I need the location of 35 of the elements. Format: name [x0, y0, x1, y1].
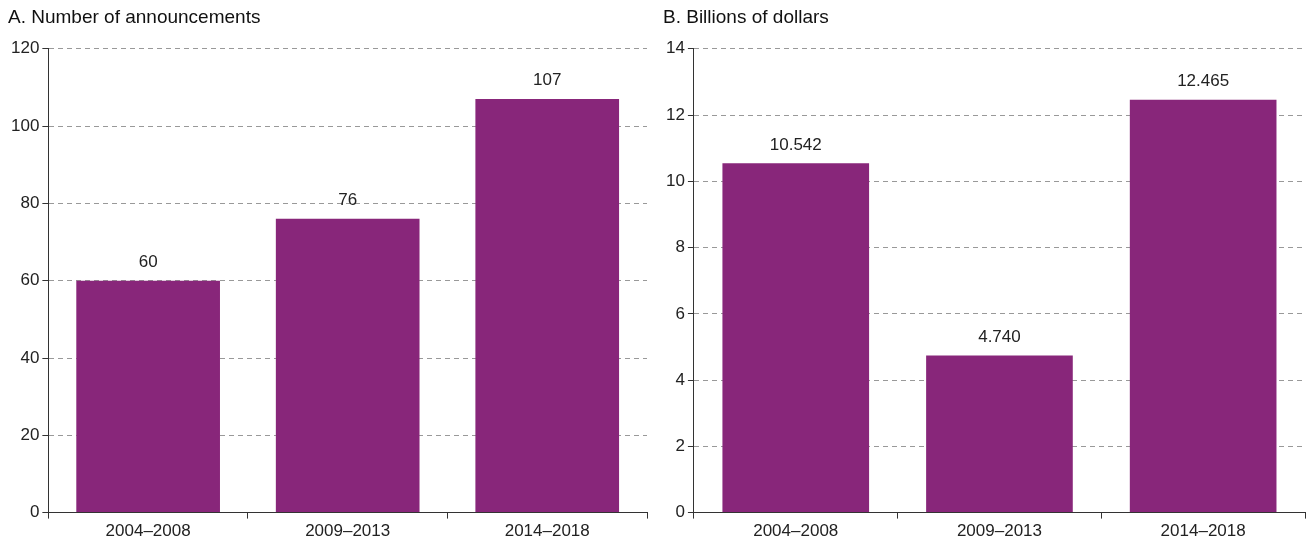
chart-title: B. Billions of dollars	[663, 5, 829, 27]
bar	[926, 355, 1073, 513]
y-tick-label: 14	[665, 38, 685, 58]
y-tick-label: 40	[20, 347, 40, 367]
x-tick-label: 2004–2008	[753, 521, 839, 541]
y-tick-label: 0	[29, 502, 40, 522]
x-tick-label: 2014–2018	[1160, 521, 1246, 541]
y-tick-label: 6	[675, 303, 685, 323]
y-tick-label: 60	[20, 270, 40, 290]
x-tick-label: 2009–2013	[305, 521, 391, 541]
y-tick-label: 20	[20, 424, 40, 444]
x-tick-label: 2014–2018	[504, 521, 590, 541]
data-label: 4.740	[978, 326, 1021, 346]
y-tick-label: 100	[10, 115, 40, 135]
y-tick-label: 12	[665, 104, 685, 124]
y-tick-label: 8	[675, 237, 685, 257]
y-tick-label: 80	[20, 193, 40, 213]
y-tick-label: 120	[10, 38, 40, 58]
data-label: 76	[338, 190, 358, 210]
bar	[722, 163, 870, 513]
y-tick-label: 4	[675, 369, 685, 389]
x-tick-label: 2004–2008	[105, 521, 191, 541]
y-tick-label: 10	[665, 171, 685, 190]
x-tick-label: 2009–2013	[956, 521, 1042, 541]
bar	[475, 99, 620, 513]
data-label: 12.465	[1177, 70, 1230, 90]
data-label: 10.542	[769, 134, 822, 154]
bar	[76, 280, 220, 513]
bar	[275, 218, 420, 513]
y-tick-label: 0	[675, 502, 685, 522]
chart-title: A. Number of announcements	[8, 5, 261, 27]
data-label: 60	[138, 251, 158, 271]
bar	[1129, 99, 1277, 513]
data-label: 107	[533, 70, 562, 90]
y-tick-label: 2	[675, 436, 685, 456]
